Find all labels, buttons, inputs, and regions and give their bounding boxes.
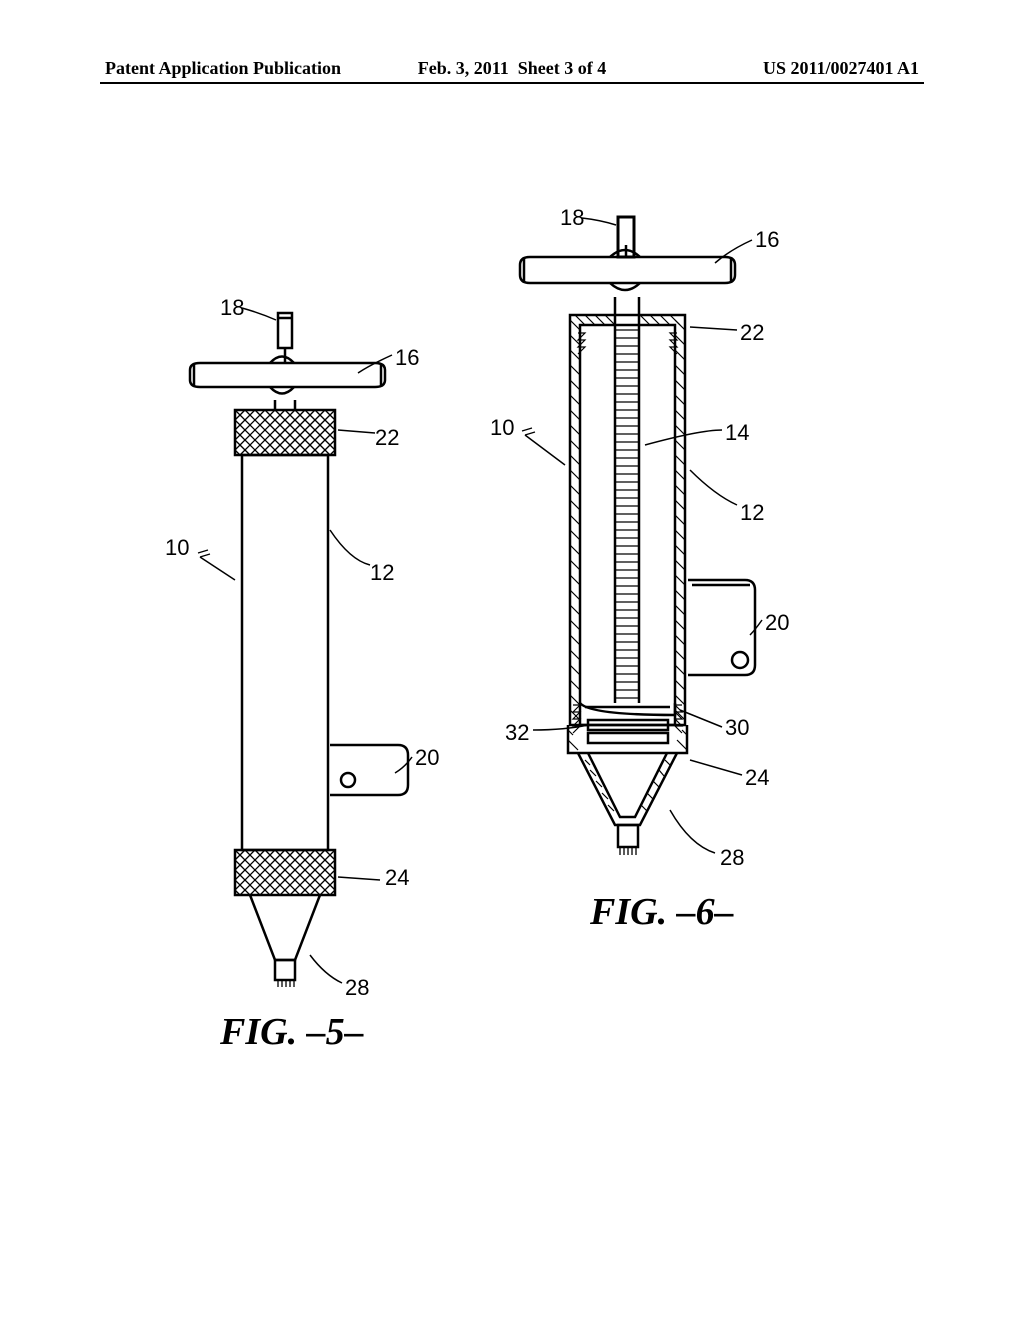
fig6-ref-30: 30 bbox=[725, 715, 749, 741]
page-header: Patent Application Publication Feb. 3, 2… bbox=[0, 58, 1024, 79]
publication-date-sheet: Feb. 3, 2011 Sheet 3 of 4 bbox=[376, 58, 647, 79]
publication-number: US 2011/0027401 A1 bbox=[648, 58, 919, 79]
fig5-ref-10: 10 bbox=[165, 535, 189, 561]
fig6-ref-10: 10 bbox=[490, 415, 514, 441]
header-divider bbox=[100, 82, 924, 84]
fig6-ref-22: 22 bbox=[740, 320, 764, 346]
fig5-ref-16: 16 bbox=[395, 345, 419, 371]
fig5-ref-20: 20 bbox=[415, 745, 439, 771]
fig6-ref-20: 20 bbox=[765, 610, 789, 636]
figure-5-label: FIG. –5– bbox=[220, 1010, 364, 1054]
fig5-ref-12: 12 bbox=[370, 560, 394, 586]
fig5-ref-18: 18 bbox=[220, 295, 244, 321]
fig6-ref-32: 32 bbox=[505, 720, 529, 746]
figure-6-label: FIG. –6– bbox=[590, 890, 734, 934]
fig6-ref-14: 14 bbox=[725, 420, 749, 446]
fig6-ref-28: 28 bbox=[720, 845, 744, 871]
fig6-ref-16: 16 bbox=[755, 227, 779, 253]
publication-type: Patent Application Publication bbox=[105, 58, 376, 79]
figure-container: 10 12 16 18 20 22 24 28 10 12 14 16 18 2… bbox=[170, 205, 870, 1055]
fig5-ref-28: 28 bbox=[345, 975, 369, 1001]
fig5-ref-22: 22 bbox=[375, 425, 399, 451]
fig6-ref-12: 12 bbox=[740, 500, 764, 526]
fig5-ref-24: 24 bbox=[385, 865, 409, 891]
fig6-ref-24: 24 bbox=[745, 765, 769, 791]
fig6-ref-18: 18 bbox=[560, 205, 584, 231]
